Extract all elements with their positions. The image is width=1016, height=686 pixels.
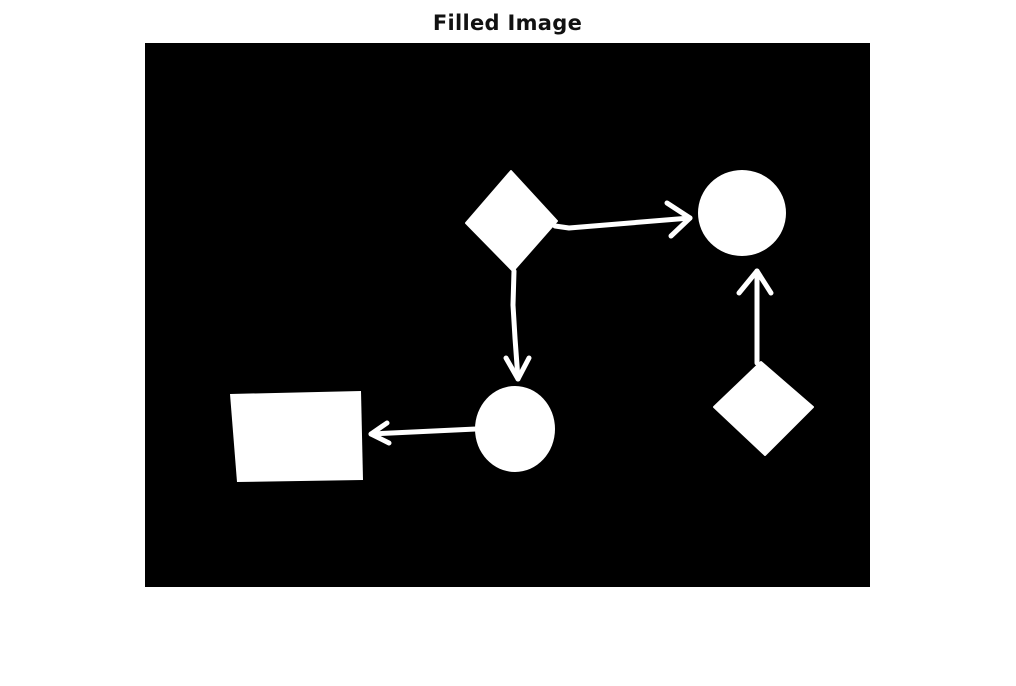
figure-title: Filled Image <box>432 11 583 35</box>
circle-top-right <box>698 170 786 256</box>
diamond-bottom-right <box>713 361 814 456</box>
circle-bottom-middle <box>475 386 555 472</box>
rectangle-bottom-left <box>230 391 363 482</box>
filled-image <box>145 43 870 587</box>
image-background <box>145 43 870 587</box>
arrow-circle-bottom-to-rectangle <box>368 420 479 446</box>
arrow-diamond-bottom-to-circle-top-right <box>736 268 774 366</box>
arrow-diamond-top-to-circle-top-right <box>552 200 693 239</box>
image-canvas <box>145 43 870 587</box>
arrow-diamond-top-to-circle-bottom <box>503 268 532 382</box>
